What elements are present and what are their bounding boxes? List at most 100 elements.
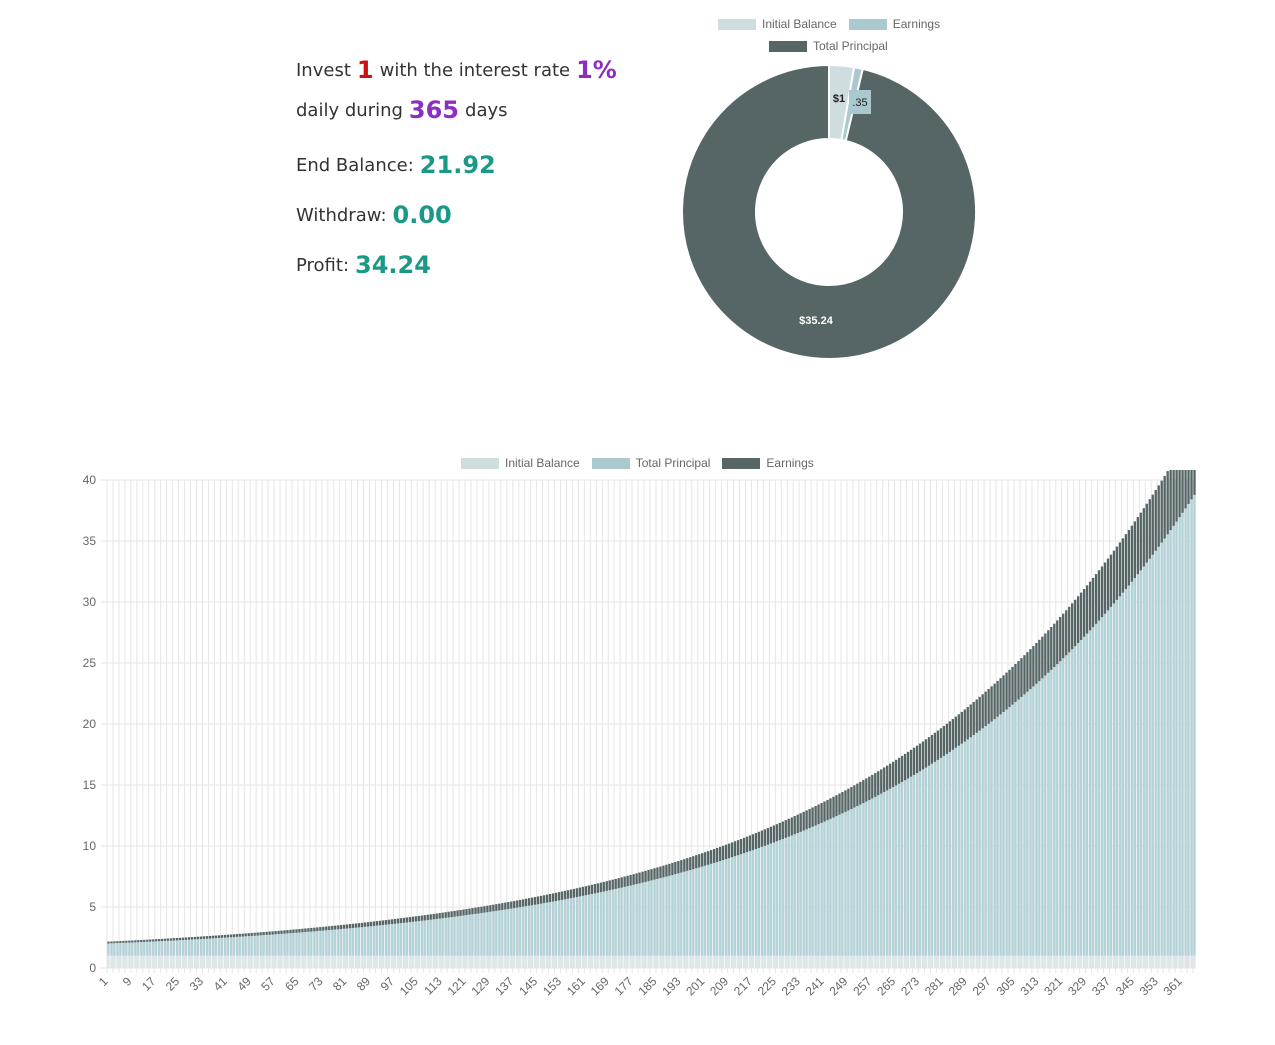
bar-initial-balance[interactable] xyxy=(832,955,835,968)
bar-initial-balance[interactable] xyxy=(1068,955,1071,968)
bar-initial-balance[interactable] xyxy=(1050,955,1053,968)
bar-earnings[interactable] xyxy=(599,882,602,893)
bar-earnings[interactable] xyxy=(1047,630,1050,673)
bar-total-principal[interactable] xyxy=(465,915,468,956)
bar-legend-earnings[interactable]: Earnings xyxy=(722,456,814,470)
bar-initial-balance[interactable] xyxy=(1193,955,1196,968)
bar-earnings[interactable] xyxy=(1053,623,1056,668)
bar-total-principal[interactable] xyxy=(587,894,591,956)
bar-earnings[interactable] xyxy=(498,903,501,911)
bar-total-principal[interactable] xyxy=(1106,610,1110,956)
bar-earnings[interactable] xyxy=(313,927,316,932)
bar-initial-balance[interactable] xyxy=(435,955,438,968)
bar-total-principal[interactable] xyxy=(945,753,949,956)
bar-total-principal[interactable] xyxy=(889,788,892,956)
bar-earnings[interactable] xyxy=(784,820,787,838)
bar-earnings[interactable] xyxy=(1157,485,1160,547)
bar-earnings[interactable] xyxy=(232,934,235,938)
bar-earnings[interactable] xyxy=(808,808,811,829)
bar-initial-balance[interactable] xyxy=(175,955,179,968)
bar-earnings[interactable] xyxy=(721,845,725,861)
bar-earnings[interactable] xyxy=(1097,570,1101,621)
bar-initial-balance[interactable] xyxy=(1151,955,1154,968)
bar-total-principal[interactable] xyxy=(262,935,265,956)
bar-total-principal[interactable] xyxy=(513,908,516,956)
bar-earnings[interactable] xyxy=(984,691,987,727)
bar-initial-balance[interactable] xyxy=(432,955,435,968)
bar-total-principal[interactable] xyxy=(420,920,423,956)
bar-earnings[interactable] xyxy=(662,865,665,878)
bar-initial-balance[interactable] xyxy=(456,955,459,968)
bar-total-principal[interactable] xyxy=(1121,592,1125,956)
bar-earnings[interactable] xyxy=(841,791,844,814)
bar-earnings[interactable] xyxy=(554,892,558,901)
bar-initial-balance[interactable] xyxy=(1160,955,1163,968)
bar-total-principal[interactable] xyxy=(921,769,925,956)
bar-initial-balance[interactable] xyxy=(701,955,704,968)
bar-initial-balance[interactable] xyxy=(850,955,853,968)
bar-total-principal[interactable] xyxy=(656,878,659,956)
bar-earnings[interactable] xyxy=(826,799,829,821)
bar-earnings[interactable] xyxy=(238,933,241,937)
bar-total-principal[interactable] xyxy=(772,842,775,956)
bar-initial-balance[interactable] xyxy=(707,955,710,968)
bar-earnings[interactable] xyxy=(262,932,265,936)
bar-initial-balance[interactable] xyxy=(1157,955,1160,968)
bar-initial-balance[interactable] xyxy=(841,955,844,968)
bar-initial-balance[interactable] xyxy=(387,955,391,968)
bar-initial-balance[interactable] xyxy=(149,955,152,968)
bar-total-principal[interactable] xyxy=(283,933,286,956)
bar-total-principal[interactable] xyxy=(1097,620,1101,956)
bar-earnings[interactable] xyxy=(704,852,707,866)
bar-total-principal[interactable] xyxy=(175,940,179,956)
bar-earnings[interactable] xyxy=(1106,558,1110,611)
bar-earnings[interactable] xyxy=(217,935,221,938)
bar-earnings[interactable] xyxy=(996,680,999,717)
bar-initial-balance[interactable] xyxy=(471,955,474,968)
bar-total-principal[interactable] xyxy=(557,900,561,956)
bar-initial-balance[interactable] xyxy=(348,955,352,968)
bar-total-principal[interactable] xyxy=(712,862,716,956)
bar-initial-balance[interactable] xyxy=(208,955,212,968)
bar-total-principal[interactable] xyxy=(525,906,528,956)
bar-initial-balance[interactable] xyxy=(331,955,334,968)
bar-total-principal[interactable] xyxy=(423,920,426,956)
bar-earnings[interactable] xyxy=(1118,542,1122,597)
bar-initial-balance[interactable] xyxy=(462,955,465,968)
bar-earnings[interactable] xyxy=(119,941,122,943)
bar-initial-balance[interactable] xyxy=(799,955,802,968)
bar-earnings[interactable] xyxy=(781,821,784,840)
bar-initial-balance[interactable] xyxy=(465,955,468,968)
bar-earnings[interactable] xyxy=(146,939,149,942)
bar-total-principal[interactable] xyxy=(554,900,558,956)
bar-total-principal[interactable] xyxy=(617,888,620,956)
bar-total-principal[interactable] xyxy=(1193,494,1196,956)
bar-initial-balance[interactable] xyxy=(492,955,495,968)
bar-total-principal[interactable] xyxy=(426,920,429,956)
bar-initial-balance[interactable] xyxy=(122,955,125,968)
bar-initial-balance[interactable] xyxy=(1139,955,1142,968)
bar-earnings[interactable] xyxy=(760,830,764,847)
bar-initial-balance[interactable] xyxy=(289,955,292,968)
bar-initial-balance[interactable] xyxy=(853,955,856,968)
bar-earnings[interactable] xyxy=(429,914,432,920)
bar-initial-balance[interactable] xyxy=(393,955,397,968)
bar-earnings[interactable] xyxy=(581,886,585,896)
bar-total-principal[interactable] xyxy=(1050,669,1053,956)
bar-earnings[interactable] xyxy=(229,934,232,938)
bar-earnings[interactable] xyxy=(805,810,808,830)
bar-earnings[interactable] xyxy=(241,933,244,937)
bar-total-principal[interactable] xyxy=(1136,574,1139,956)
bar-earnings[interactable] xyxy=(149,939,152,942)
bar-initial-balance[interactable] xyxy=(680,955,683,968)
bar-earnings[interactable] xyxy=(820,802,823,823)
doughnut-slice-total-principal[interactable] xyxy=(681,63,977,360)
bar-initial-balance[interactable] xyxy=(814,955,817,968)
bar-earnings[interactable] xyxy=(993,683,996,720)
bar-initial-balance[interactable] xyxy=(411,955,414,968)
bar-initial-balance[interactable] xyxy=(1056,955,1059,968)
bar-earnings[interactable] xyxy=(340,925,343,930)
bar-earnings[interactable] xyxy=(199,936,203,940)
bar-earnings[interactable] xyxy=(351,923,355,928)
bar-earnings[interactable] xyxy=(393,918,397,924)
